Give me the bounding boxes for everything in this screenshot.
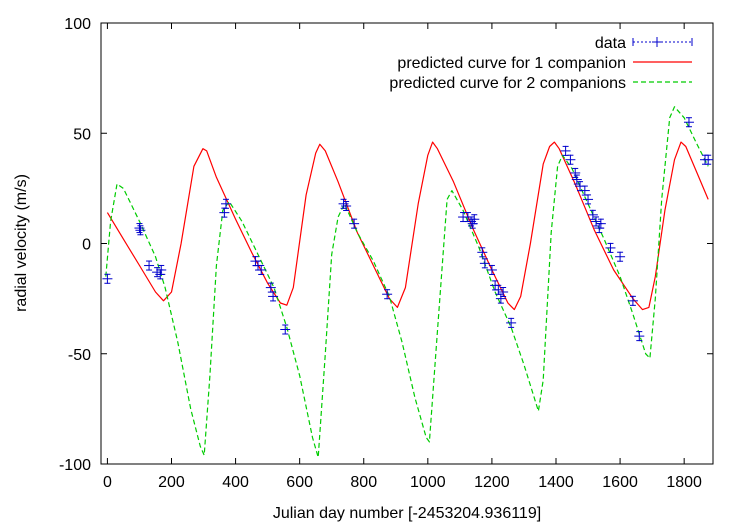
y-tick-label: 0 — [82, 237, 91, 254]
data-point — [152, 267, 163, 278]
data-point — [477, 247, 488, 258]
y-tick-label: 50 — [73, 126, 91, 143]
x-tick-label: 1400 — [538, 474, 574, 491]
data-point — [469, 214, 480, 225]
data-point — [486, 264, 497, 275]
series-predicted-curve-for-2-companions — [105, 106, 709, 458]
x-tick-label: 400 — [222, 474, 249, 491]
data-point — [495, 293, 506, 304]
data-point — [615, 251, 626, 262]
series-line-predicted-curve-for-1-companion — [106, 141, 709, 311]
y-axis-label: radial velocity (m/s) — [13, 174, 30, 312]
data-point — [156, 264, 167, 275]
x-axis-ticks: 0 200 400 600 800 1000 1200 1400 1600 1800 — [103, 23, 702, 491]
legend-item: predicted curve for 1 companion — [397, 55, 692, 72]
data-point — [498, 287, 509, 298]
legend-item: data — [595, 35, 693, 52]
data-point — [265, 282, 276, 293]
legend-label: predicted curve for 1 companion — [397, 55, 626, 72]
x-tick-label: 200 — [158, 474, 185, 491]
legend-label: predicted curve for 2 companions — [389, 75, 626, 92]
data-point — [256, 264, 267, 275]
legend-label: data — [595, 35, 626, 52]
x-tick-label: 800 — [350, 474, 377, 491]
data-point — [268, 291, 279, 302]
data-point — [506, 317, 517, 328]
data-point — [683, 117, 694, 128]
data-point — [382, 289, 393, 300]
y-tick-label: -50 — [68, 347, 91, 364]
series-line-predicted-curve-for-2-companions — [105, 106, 709, 458]
series-data-points — [102, 117, 714, 342]
data-point — [605, 242, 616, 253]
data-point — [565, 154, 576, 165]
x-axis-label: Julian day number [-2453204.936119] — [273, 505, 541, 522]
data-point — [583, 194, 594, 205]
series-predicted-curve-for-1-companion — [106, 141, 709, 311]
data-point — [349, 218, 360, 229]
x-tick-label: 1800 — [666, 474, 702, 491]
data-point — [102, 273, 113, 284]
data-point — [135, 225, 146, 236]
x-tick-label: 0 — [103, 474, 112, 491]
data-point — [627, 295, 638, 306]
data-point — [579, 185, 590, 196]
data-point — [479, 258, 490, 269]
data-point — [144, 260, 155, 271]
data-point — [634, 331, 645, 342]
data-point — [571, 174, 582, 185]
x-tick-label: 600 — [286, 474, 313, 491]
data-point — [591, 216, 602, 227]
data-point — [341, 201, 352, 212]
data-point — [280, 324, 291, 335]
y-tick-label: 100 — [64, 16, 91, 33]
x-tick-label: 1200 — [474, 474, 510, 491]
legend: data predicted curve for 1 companion predi… — [389, 35, 693, 92]
legend-item: predicted curve for 2 companions — [389, 75, 692, 92]
y-tick-label: -100 — [59, 457, 91, 474]
x-tick-label: 1000 — [410, 474, 446, 491]
data-point — [587, 209, 598, 220]
y-axis-ticks: -100 -50 0 50 100 — [59, 16, 713, 474]
data-point — [703, 154, 714, 165]
data-point — [338, 198, 349, 209]
series-layer — [102, 106, 714, 458]
data-point — [134, 223, 145, 234]
data-point — [595, 218, 606, 229]
data-point — [220, 198, 231, 209]
x-tick-label: 1600 — [602, 474, 638, 491]
data-point — [219, 207, 230, 218]
